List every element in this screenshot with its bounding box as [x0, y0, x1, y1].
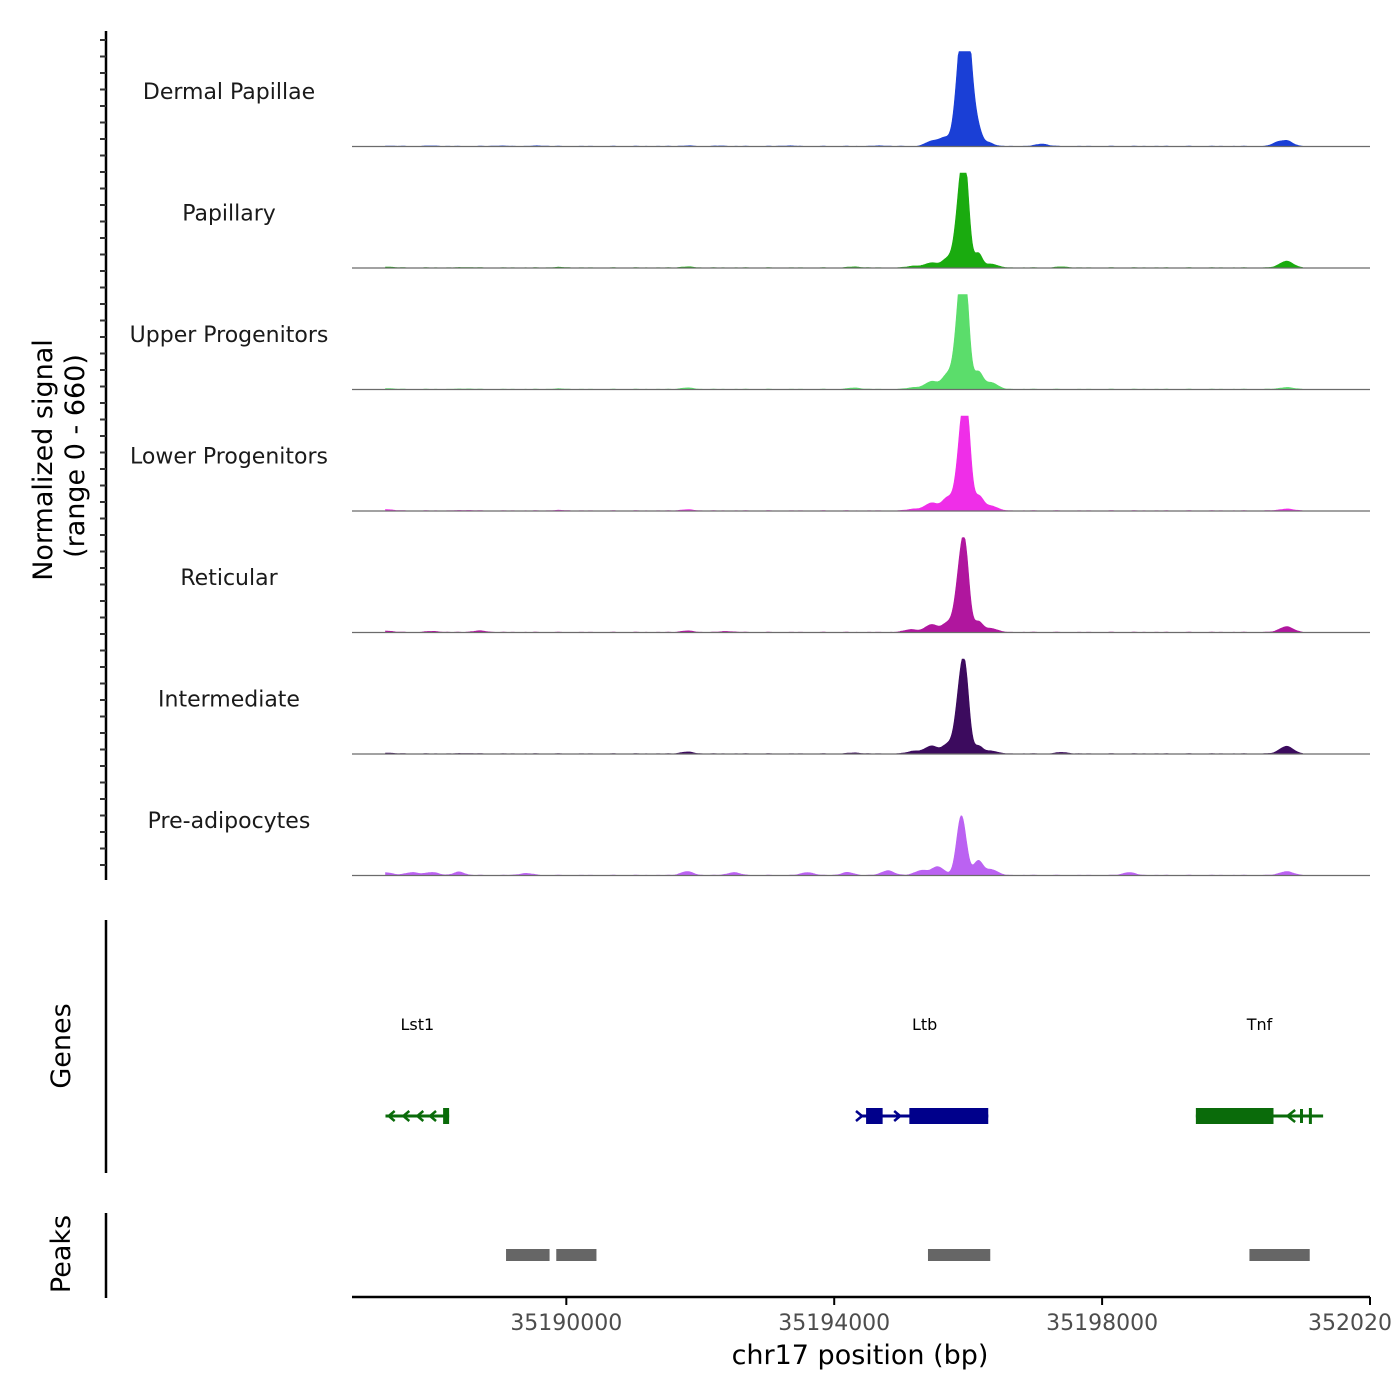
strand-arrow	[401, 1110, 411, 1122]
coverage-track: Pre-adipocytes	[148, 809, 1370, 877]
coverage-area	[385, 658, 1304, 755]
gene-lst1: Lst1	[385, 1015, 450, 1124]
y-axis-title-line2: (range 0 - 660)	[60, 354, 91, 558]
peaks-panel-title: Peaks	[46, 1215, 77, 1293]
gene-tnf: Tnf	[1195, 1015, 1324, 1124]
peak-region	[556, 1249, 597, 1261]
coverage-area	[385, 172, 1304, 269]
coverage-track: Dermal Papillae	[143, 51, 1370, 148]
x-axis-ticks: 35190000 35194000 35198000 352020	[510, 1297, 1392, 1336]
peak-region	[1249, 1249, 1310, 1261]
coverage-area	[385, 537, 1304, 633]
coverage-track: Upper Progenitors	[130, 294, 1370, 391]
coverage-y-ticks	[100, 39, 106, 866]
x-tick-label: 352020	[1308, 1311, 1392, 1336]
coverage-tracks: Dermal Papillae Papillary Upper Progenitor…	[130, 51, 1370, 877]
x-tick-label: 35194000	[778, 1311, 890, 1336]
genes-panel-title: Genes	[46, 1003, 77, 1088]
coverage-area	[385, 51, 1304, 147]
track-label: Intermediate	[158, 688, 300, 713]
track-label: Upper Progenitors	[130, 323, 329, 348]
peak-regions	[506, 1249, 1310, 1261]
gene-exon	[909, 1108, 989, 1124]
coverage-area	[385, 815, 1304, 876]
strand-arrow	[415, 1110, 425, 1122]
coverage-track: Papillary	[182, 172, 1370, 269]
coverage-track: Lower Progenitors	[130, 415, 1370, 512]
gene-exon	[866, 1108, 883, 1124]
gene-label: Lst1	[400, 1015, 434, 1034]
coverage-track: Reticular	[180, 537, 1370, 634]
track-label: Pre-adipocytes	[148, 809, 311, 834]
gene-label: Tnf	[1246, 1015, 1273, 1034]
coverage-track: Intermediate	[158, 658, 1370, 755]
y-axis-title-line1: Normalized signal	[28, 339, 59, 581]
x-tick-label: 35190000	[510, 1311, 622, 1336]
x-tick-label: 35198000	[1046, 1311, 1158, 1336]
x-axis-title: chr17 position (bp)	[732, 1340, 989, 1371]
strand-arrow	[1285, 1109, 1296, 1123]
peak-region	[927, 1249, 991, 1261]
coverage-area	[385, 294, 1304, 390]
strand-arrow	[893, 1110, 903, 1122]
strand-arrow	[386, 1110, 396, 1122]
track-label: Lower Progenitors	[130, 445, 328, 470]
peak-region	[506, 1249, 550, 1261]
track-label: Papillary	[182, 202, 276, 227]
strand-arrow	[855, 1110, 864, 1122]
gene-exon	[1195, 1108, 1274, 1124]
track-label: Dermal Papillae	[143, 80, 315, 105]
gene-annotations: Lst1 Ltb Tnf	[385, 1015, 1324, 1124]
track-label: Reticular	[180, 566, 278, 591]
gene-ltb: Ltb	[855, 1015, 989, 1124]
gene-exon	[443, 1108, 450, 1124]
gene-label: Ltb	[912, 1015, 937, 1034]
coverage-area	[385, 415, 1304, 512]
strand-arrow	[428, 1110, 437, 1122]
